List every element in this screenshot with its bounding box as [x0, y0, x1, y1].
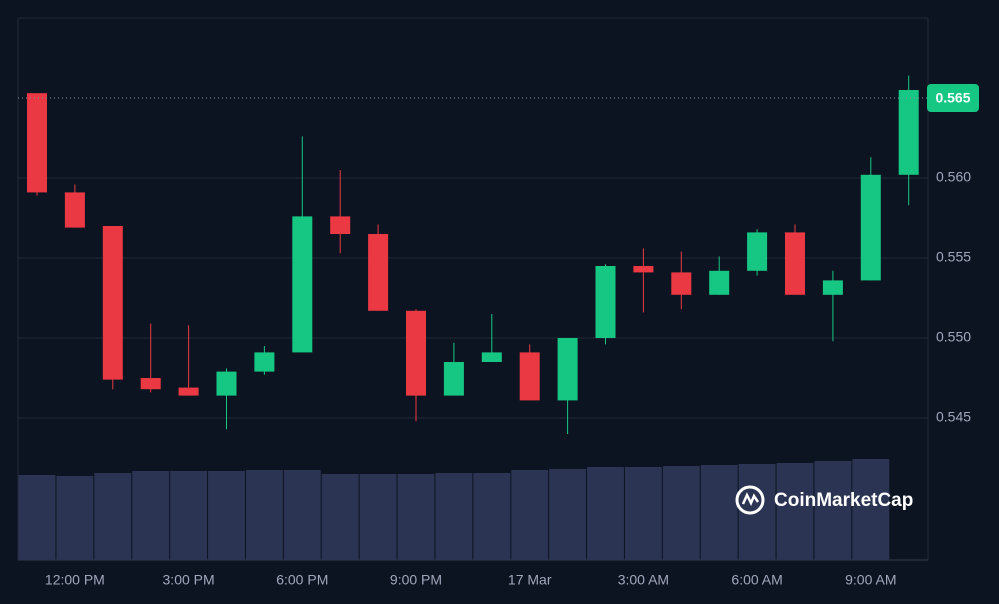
- candle-body: [709, 270, 730, 295]
- volume-bar: [94, 473, 132, 560]
- candle-body: [822, 280, 843, 295]
- volume-bar: [321, 474, 359, 560]
- candle-body: [140, 378, 161, 390]
- y-tick-label: 0.555: [936, 249, 971, 265]
- volume-bar: [208, 471, 245, 560]
- x-tick-label: 3:00 AM: [618, 572, 669, 588]
- y-tick-label: 0.545: [936, 409, 971, 425]
- volume-bar: [170, 471, 208, 560]
- candle-body: [406, 310, 426, 396]
- volume-bar: [283, 470, 321, 560]
- candle-body: [292, 216, 313, 353]
- candle-body: [368, 234, 389, 311]
- candle-body: [747, 232, 768, 271]
- x-tick-label: 6:00 AM: [731, 572, 782, 588]
- volume-bar: [662, 466, 700, 560]
- volume-bar: [511, 470, 549, 560]
- volume-bar: [624, 467, 662, 560]
- x-tick-label: 9:00 PM: [390, 572, 442, 588]
- candle-body: [860, 174, 881, 281]
- volume-bar: [852, 459, 890, 560]
- candle-body: [481, 352, 502, 362]
- candle-body: [102, 226, 123, 380]
- candle-body: [27, 93, 47, 193]
- plot: 0.545 0.550 0.555 0.560 12:00 PM 3:00 PM 6:00 …: [18, 75, 971, 588]
- last-price-badge: [927, 84, 979, 112]
- volume-bar: [473, 473, 511, 560]
- candle-body: [898, 90, 919, 175]
- volume-bar: [245, 470, 283, 560]
- brand-logo: [735, 485, 765, 515]
- volume-bar: [700, 465, 738, 560]
- volume-bar: [18, 475, 56, 560]
- volume-bar: [435, 473, 473, 560]
- candle-body: [785, 232, 805, 295]
- candle-body: [519, 352, 540, 401]
- candle-body: [557, 338, 578, 401]
- volume-bar: [587, 467, 624, 560]
- x-tick-label: 17 Mar: [508, 572, 552, 588]
- candle-body: [254, 352, 275, 372]
- candle-body: [595, 266, 616, 338]
- volume-bar: [56, 476, 94, 560]
- candle-body: [633, 266, 654, 273]
- candle-body: [216, 371, 237, 396]
- volume-bar: [814, 461, 852, 560]
- candle-body: [178, 387, 199, 396]
- volume-bar: [397, 474, 435, 560]
- brand: CoinMarketCap: [774, 490, 913, 511]
- candle-body: [671, 272, 692, 295]
- candle-body: [64, 192, 85, 228]
- volume-bar: [359, 474, 397, 560]
- candle-body: [330, 216, 351, 234]
- volume-bar: [132, 471, 170, 560]
- y-tick-label: 0.560: [936, 169, 971, 185]
- volume-bar: [549, 469, 587, 560]
- candle-body: [443, 362, 464, 396]
- x-tick-label: 12:00 PM: [45, 572, 105, 588]
- x-tick-label: 9:00 AM: [845, 572, 896, 588]
- y-tick-label: 0.550: [936, 329, 971, 345]
- x-tick-label: 3:00 PM: [163, 572, 215, 588]
- volume-bar: [776, 463, 814, 560]
- last-price-label: 0.565: [935, 90, 970, 106]
- x-tick-label: 6:00 PM: [276, 572, 328, 588]
